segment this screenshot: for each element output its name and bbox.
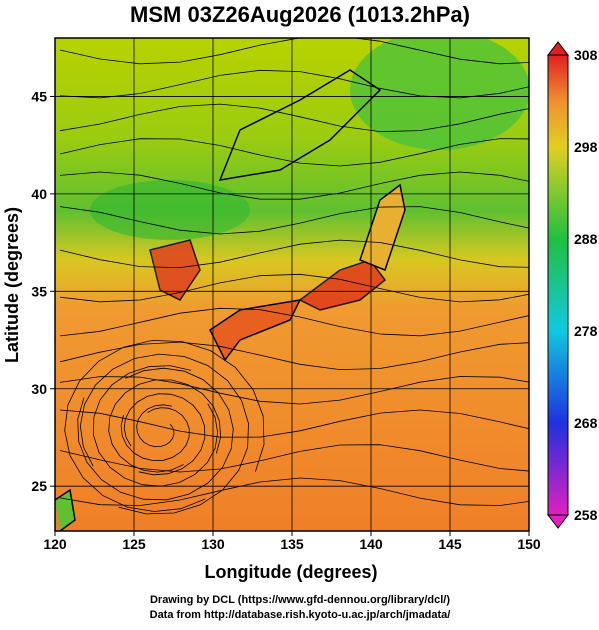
streamline — [136, 404, 175, 448]
streamline — [77, 367, 234, 501]
streamline — [59, 273, 529, 303]
colorbar-arrow — [546, 41, 570, 56]
x-tick-label: 140 — [359, 536, 383, 552]
streamline — [93, 365, 219, 487]
credit: Data from http://database.rish.kyoto-u.a… — [150, 609, 451, 621]
streamline — [59, 307, 529, 337]
colorbar-label: 308 — [574, 47, 598, 63]
x-tick-label: 120 — [43, 536, 67, 552]
y-tick-label: 45 — [31, 88, 47, 104]
colorbar — [547, 54, 569, 516]
x-tick-label: 130 — [201, 536, 225, 552]
y-tick-label: 30 — [31, 381, 47, 397]
streamline — [59, 409, 529, 438]
x-tick-label: 125 — [122, 536, 146, 552]
colorbar-arrow — [546, 514, 570, 529]
x-tick-label: 135 — [280, 536, 304, 552]
colorbar-label: 258 — [574, 507, 598, 523]
chart-title: MSM 03Z26Aug2026 (1013.2hPa) — [130, 2, 470, 27]
x-tick-label: 150 — [517, 536, 541, 552]
streamline — [59, 103, 529, 133]
streamline — [59, 206, 529, 235]
y-tick-label: 25 — [31, 478, 47, 494]
streamline — [59, 341, 529, 371]
colorbar-label: 298 — [574, 139, 598, 155]
streamline — [79, 353, 249, 515]
streamline — [59, 376, 529, 405]
colorbar-label: 288 — [574, 231, 598, 247]
streamline — [59, 239, 529, 269]
x-axis-title: Longitude (degrees) — [204, 562, 377, 582]
y-tick-label: 40 — [31, 186, 47, 202]
streamline — [120, 407, 190, 462]
colorbar-label: 268 — [574, 415, 598, 431]
streamline — [123, 393, 206, 476]
streamline — [59, 444, 529, 473]
streamline — [59, 38, 529, 65]
streamline — [59, 69, 529, 99]
streamline — [59, 477, 529, 506]
x-tick-label: 145 — [438, 536, 462, 552]
y-tick-label: 35 — [31, 283, 47, 299]
credit: Drawing by DCL (https://www.gfd-dennou.o… — [150, 594, 450, 606]
map-field — [55, 38, 529, 531]
y-axis-title: Latitude (degrees) — [2, 207, 22, 363]
streamline — [108, 379, 222, 473]
streamline — [59, 138, 529, 167]
colorbar-label: 278 — [574, 323, 598, 339]
streamline — [59, 171, 529, 200]
